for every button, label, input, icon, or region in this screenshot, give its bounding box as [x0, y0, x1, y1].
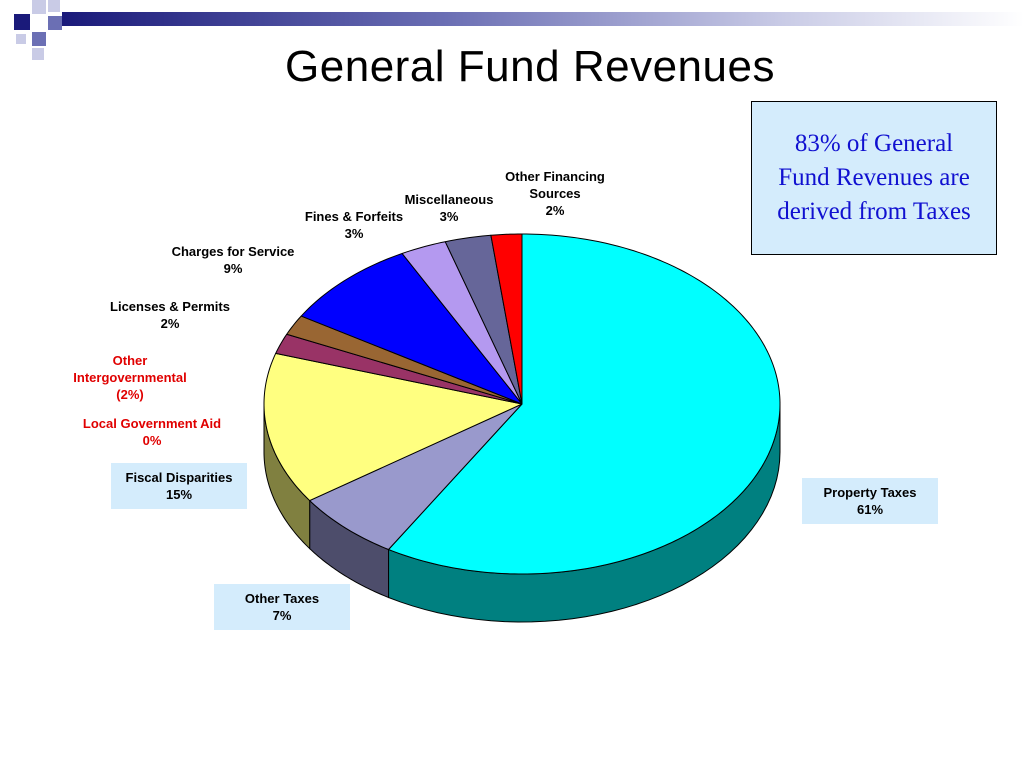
pie-slice-other-financing-sources [490, 233, 523, 405]
label-name: Miscellaneous [404, 192, 494, 207]
deco-square [14, 14, 30, 30]
pie-slice-other-taxes [309, 403, 523, 550]
label-value: 7% [272, 608, 292, 623]
deco-square [32, 48, 44, 60]
label-other-financing-sources: Other Financing Sources 2% [500, 168, 610, 219]
label-name: Property Taxes [823, 485, 917, 500]
slide-title: General Fund Revenues [285, 42, 775, 91]
label-miscellaneous: Miscellaneous 3% [405, 191, 494, 225]
label-fiscal-disparities: Fiscal Disparities 15% [111, 463, 247, 509]
label-value: 2% [545, 203, 565, 218]
pie-slice-fiscal-disparities [263, 352, 523, 502]
deco-square [32, 32, 46, 46]
label-value: 0% [142, 433, 162, 448]
label-name: Fiscal Disparities [125, 470, 233, 485]
label-name: Local Government Aid [82, 416, 222, 431]
deco-square [48, 16, 62, 30]
label-property-taxes: Property Taxes 61% [802, 478, 938, 524]
label-value: 3% [344, 226, 364, 241]
label-value: 2% [160, 316, 180, 331]
header-rule [62, 12, 1024, 26]
pie-slice-property-taxes [388, 233, 781, 575]
label-value: 61% [856, 502, 884, 517]
deco-square [16, 34, 26, 44]
pie-slice-charges-for-service [300, 252, 523, 405]
label-name: Other Financing Sources [505, 169, 605, 201]
label-other-intergovernmental: Other Intergovernmental (2%) [55, 352, 205, 403]
deco-square [48, 0, 60, 12]
label-value: (2%) [116, 387, 144, 402]
label-name: Charges for Service [171, 244, 295, 259]
label-other-taxes: Other Taxes 7% [214, 584, 350, 630]
callout-text: 83% of General Fund Revenues are derived… [777, 130, 971, 225]
label-licenses-permits: Licenses & Permits 2% [110, 298, 230, 332]
decorative-squares [0, 0, 90, 70]
label-charges-for-service: Charges for Service 9% [172, 243, 295, 277]
label-value: 3% [439, 209, 459, 224]
label-value: 15% [165, 487, 193, 502]
callout-box: 83% of General Fund Revenues are derived… [751, 101, 997, 255]
pie-slice-other-intergovernmental [275, 333, 523, 405]
pie-slice-miscellaneous [444, 234, 523, 405]
label-local-government-aid: Local Government Aid 0% [83, 415, 221, 449]
label-name: Licenses & Permits [110, 299, 230, 314]
deco-square [32, 0, 46, 14]
label-name: Other Taxes [244, 591, 320, 606]
pie-slice-licenses-permits [286, 315, 523, 405]
pie-slice-fines-forfeits [401, 241, 523, 405]
label-fines-forfeits: Fines & Forfeits 3% [305, 208, 403, 242]
label-value: 9% [223, 261, 243, 276]
label-name: Fines & Forfeits [304, 209, 404, 224]
label-name: Other Intergovernmental [73, 353, 187, 385]
